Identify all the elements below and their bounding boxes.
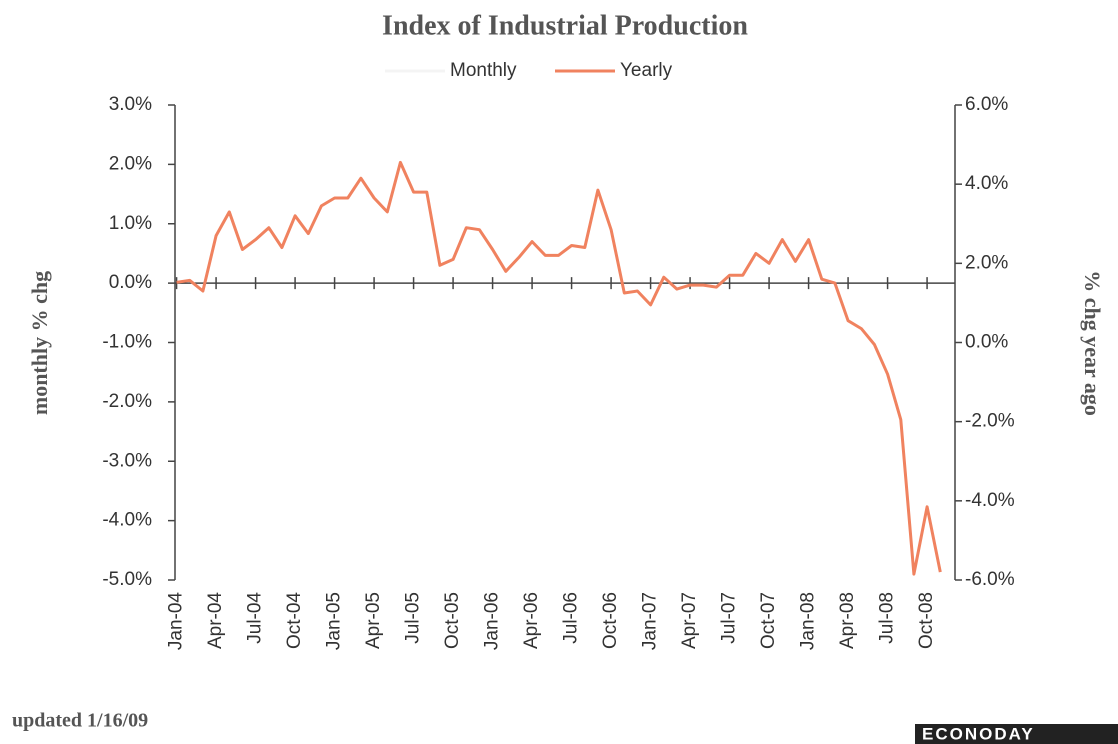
source: ECONODAY	[922, 724, 1035, 743]
x-tick-label: Apr-07	[679, 592, 700, 649]
x-tick-label: Jan-05	[324, 592, 345, 650]
x-tick-label: Oct-06	[600, 592, 621, 649]
y2-tick-label: 2.0%	[965, 252, 1008, 273]
x-tick-label: Oct-05	[442, 592, 463, 649]
x-tick-label: Oct-04	[284, 592, 305, 649]
legend-label: Monthly	[450, 60, 517, 81]
legend-label: Yearly	[620, 60, 673, 81]
data-line	[176, 160, 942, 576]
y-tick-label: 0.0%	[109, 272, 152, 293]
x-tick-label: Jan-07	[640, 592, 661, 650]
x-tick-label: Jan-08	[798, 592, 819, 650]
x-tick-label: Jan-06	[482, 592, 503, 650]
y-tick-label: 3.0%	[109, 94, 152, 115]
footnote: updated 1/16/09	[12, 710, 148, 732]
x-tick-label: Jul-08	[877, 592, 898, 644]
chart-title: Index of Industrial Production	[382, 10, 748, 41]
x-tick-label: Apr-05	[363, 592, 384, 649]
y2-tick-label: 0.0%	[965, 332, 1008, 353]
y-tick-label: 2.0%	[109, 153, 152, 174]
y2-axis-label: % chg year ago	[1080, 270, 1105, 416]
y-tick-label: -5.0%	[102, 569, 152, 590]
y2-tick-label: 6.0%	[965, 94, 1008, 115]
x-tick-label: Apr-08	[837, 592, 858, 649]
y-tick-label: 1.0%	[109, 213, 152, 234]
x-tick-label: Oct-07	[758, 592, 779, 649]
x-tick-label: Apr-06	[521, 592, 542, 649]
x-tick-label: Jul-05	[403, 592, 424, 644]
x-tick-label: Jul-07	[719, 592, 740, 644]
y-tick-label: -1.0%	[102, 332, 152, 353]
y2-tick-label: -2.0%	[965, 411, 1015, 432]
y-axis-label: monthly % chg	[27, 271, 52, 415]
x-tick-label: Jan-04	[166, 592, 187, 651]
source-badge	[915, 724, 1118, 744]
y-tick-label: -2.0%	[102, 391, 152, 412]
y-tick-label: -3.0%	[102, 450, 152, 471]
x-tick-label: Jul-06	[561, 592, 582, 644]
x-tick-label: Oct-08	[916, 592, 937, 649]
x-tick-label: Apr-04	[205, 592, 226, 649]
x-tick-label: Jul-04	[245, 592, 266, 644]
y2-tick-label: 4.0%	[965, 173, 1008, 194]
y-tick-label: -4.0%	[102, 510, 152, 531]
y2-tick-label: -4.0%	[965, 490, 1015, 511]
y2-tick-label: -6.0%	[965, 569, 1015, 590]
